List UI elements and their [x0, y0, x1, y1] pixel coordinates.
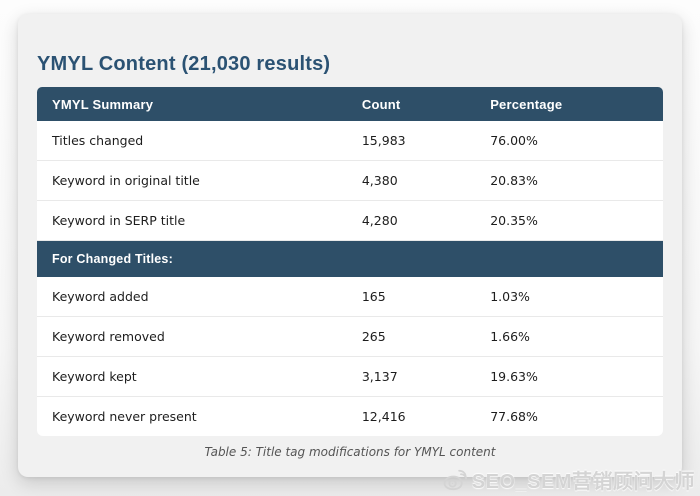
- section-header-row: For Changed Titles:: [37, 240, 663, 277]
- row-label: Titles changed: [37, 121, 347, 161]
- row-label: Keyword added: [37, 277, 347, 317]
- row-label: Keyword in SERP title: [37, 200, 347, 241]
- row-percentage: 76.00%: [475, 121, 663, 161]
- row-count: 15,983: [346, 121, 476, 161]
- ymyl-summary-table: YMYL Summary Count Percentage Titles cha…: [37, 87, 663, 436]
- table-caption: Table 5: Title tag modifications for YMY…: [204, 445, 496, 459]
- row-count: 12,416: [346, 396, 476, 436]
- table-row: Keyword in SERP title 4,280 20.35%: [37, 200, 663, 241]
- row-count: 4,280: [346, 200, 476, 241]
- table-row: Keyword in original title 4,380 20.83%: [37, 160, 663, 201]
- table-row: Keyword kept 3,137 19.63%: [37, 356, 663, 397]
- row-percentage: 20.35%: [475, 200, 663, 241]
- row-label: Keyword removed: [37, 316, 347, 357]
- column-header-percentage: Percentage: [475, 87, 663, 121]
- table-row: Keyword removed 265 1.66%: [37, 316, 663, 357]
- table-header-row: YMYL Summary Count Percentage: [37, 87, 663, 121]
- row-count: 4,380: [346, 160, 476, 201]
- table-row: Keyword never present 12,416 77.68%: [37, 396, 663, 436]
- data-table: YMYL Summary Count Percentage Titles cha…: [37, 87, 663, 436]
- column-header-count: Count: [346, 87, 476, 121]
- page-title: YMYL Content (21,030 results): [37, 53, 331, 75]
- section-header-label: For Changed Titles:: [37, 240, 663, 277]
- row-label: Keyword in original title: [37, 160, 347, 201]
- row-label: Keyword kept: [37, 356, 347, 397]
- table-row: Keyword added 165 1.03%: [37, 277, 663, 317]
- row-percentage: 77.68%: [475, 396, 663, 436]
- report-card: YMYL Content (21,030 results) YMYL Summa…: [18, 14, 682, 477]
- row-count: 3,137: [346, 356, 476, 397]
- row-percentage: 1.66%: [475, 316, 663, 357]
- row-percentage: 19.63%: [475, 356, 663, 397]
- row-count: 165: [346, 277, 476, 317]
- table-row: Titles changed 15,983 76.00%: [37, 121, 663, 161]
- row-count: 265: [346, 316, 476, 357]
- row-percentage: 1.03%: [475, 277, 663, 317]
- row-label: Keyword never present: [37, 396, 347, 436]
- row-percentage: 20.83%: [475, 160, 663, 201]
- column-header-summary: YMYL Summary: [37, 87, 347, 121]
